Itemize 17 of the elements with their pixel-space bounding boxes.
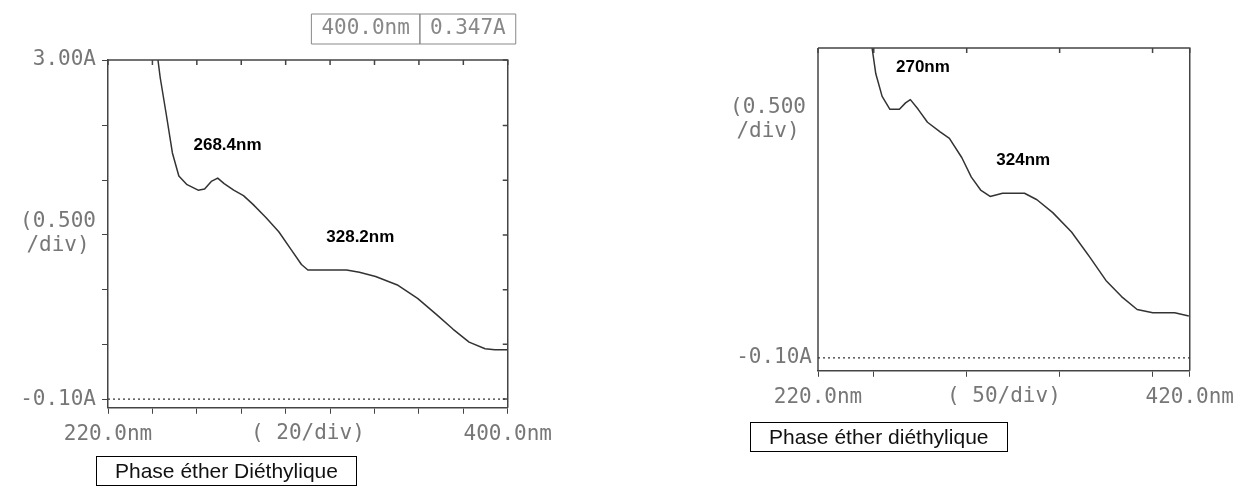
text: 0.347A: [429, 15, 507, 40]
x-tick-label: 420.0nm: [1145, 383, 1235, 408]
ref-line-label: -0.10A: [736, 344, 813, 369]
x-axis-title: ( 20/div): [250, 420, 365, 445]
y-tick-label: 3.00A: [32, 46, 97, 71]
y-axis-title: (0.500 /div): [20, 208, 96, 257]
annotation: 268.4nm: [193, 135, 262, 155]
x-tick-label: 220.0nm: [63, 420, 153, 445]
annotation: 328.2nm: [326, 226, 395, 246]
y-axis-title: (0.500 /div): [730, 93, 806, 142]
x-axis-title: ( 50/div): [946, 383, 1061, 408]
annotation: 270nm: [896, 56, 950, 76]
annotation: 324nm: [996, 150, 1051, 170]
text: Phase éther diéthylique: [750, 422, 1008, 452]
x-tick-label: 220.0nm: [773, 383, 863, 408]
text: Phase éther Diéthylique: [96, 456, 357, 486]
text: 400.0nm: [321, 15, 410, 40]
